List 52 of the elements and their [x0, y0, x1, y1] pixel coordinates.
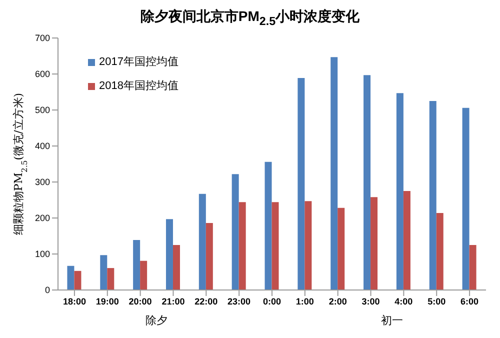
bar: [338, 208, 345, 290]
x-tick-label: 23:00: [228, 296, 251, 306]
bar: [172, 245, 180, 290]
bar: [67, 266, 74, 290]
bar: [272, 202, 279, 290]
x-tick-label: 22:00: [194, 296, 218, 306]
bar: [198, 194, 206, 290]
x-tick-label: 20:00: [128, 296, 152, 306]
legend-label: 2018年国控均值: [99, 79, 178, 94]
y-tick-label: 200: [34, 213, 50, 224]
x-tick-label: 21:00: [162, 296, 185, 306]
x-tick-label: 6:00: [460, 296, 479, 306]
bar: [298, 78, 305, 290]
bar: [396, 93, 404, 290]
x-tick-label: 1:00: [296, 296, 314, 306]
bar: [462, 108, 470, 290]
y-tick-label: 700: [34, 33, 50, 44]
y-tick-label: 0: [44, 285, 50, 296]
x-tick-label: 3:00: [362, 296, 380, 306]
x-tick-label: 5:00: [428, 296, 446, 306]
x-tick-label: 18:00: [62, 296, 86, 306]
y-tick-label: 600: [34, 69, 50, 80]
bar: [232, 174, 239, 290]
bar: [100, 255, 108, 290]
x-tick-label: 4:00: [394, 296, 413, 306]
y-tick-label: 100: [34, 249, 50, 260]
x-tick-label: 2:00: [328, 296, 347, 306]
bar: [107, 268, 114, 290]
legend-label: 2017年国控均值: [99, 55, 178, 70]
y-tick-label: 400: [34, 141, 50, 152]
bar: [166, 219, 173, 290]
bar: [304, 201, 312, 290]
bar: [403, 191, 410, 290]
text: 除夕: [144, 314, 168, 328]
bar: [429, 101, 436, 290]
text: 初一: [380, 314, 404, 328]
x-tick-label: 19:00: [96, 296, 119, 306]
x-tick-label: 0:00: [262, 296, 282, 306]
bar: [140, 260, 148, 290]
bar: [364, 75, 371, 290]
bar: [206, 223, 213, 290]
y-tick-label: 500: [34, 105, 50, 116]
bar: [436, 212, 444, 290]
bar: [469, 245, 476, 290]
y-tick-label: 300: [34, 177, 50, 188]
bar: [264, 162, 272, 290]
bar: [370, 197, 378, 290]
bar: [74, 270, 82, 290]
chart-title: 除夕夜间北京市PM$_{2.5}$小时浓度变化: [139, 8, 361, 30]
bar: [238, 202, 246, 290]
bar: [330, 57, 338, 290]
bar: [133, 240, 140, 290]
